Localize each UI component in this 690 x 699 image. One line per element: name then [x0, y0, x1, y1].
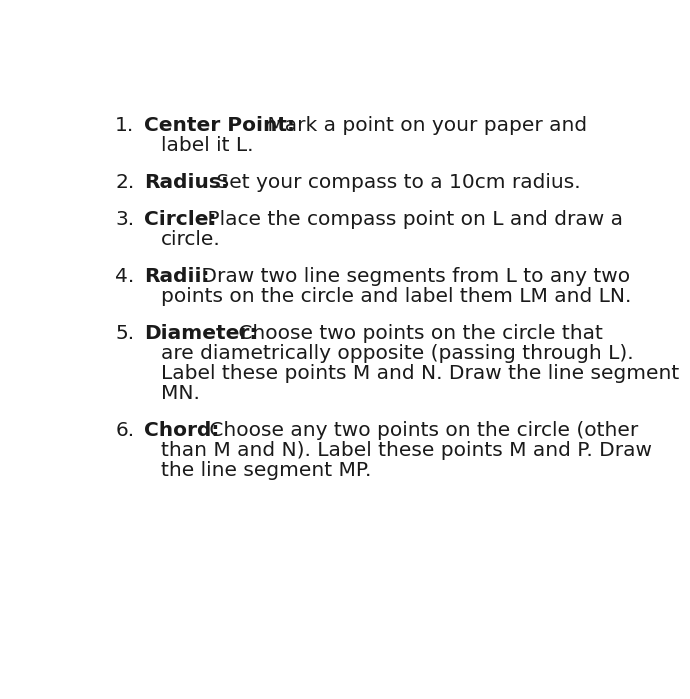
Text: label it L.: label it L. [161, 136, 253, 155]
Text: Choose two points on the circle that: Choose two points on the circle that [233, 324, 603, 343]
Text: Circle:: Circle: [144, 210, 217, 229]
Text: the line segment MP.: the line segment MP. [161, 461, 371, 480]
Text: MN.: MN. [161, 384, 199, 403]
Text: Choose any two points on the circle (other: Choose any two points on the circle (oth… [203, 421, 638, 440]
Text: 1.: 1. [115, 116, 135, 135]
Text: Set your compass to a 10cm radius.: Set your compass to a 10cm radius. [210, 173, 581, 192]
Text: than M and N). Label these points M and P. Draw: than M and N). Label these points M and … [161, 441, 651, 460]
Text: 4.: 4. [115, 267, 135, 286]
Text: 2.: 2. [115, 173, 135, 192]
Text: points on the circle and label them LM and LN.: points on the circle and label them LM a… [161, 287, 631, 306]
Text: Chord:: Chord: [144, 421, 219, 440]
Text: Radius:: Radius: [144, 173, 229, 192]
Text: are diametrically opposite (passing through L).: are diametrically opposite (passing thro… [161, 344, 633, 363]
Text: 3.: 3. [115, 210, 135, 229]
Text: circle.: circle. [161, 230, 220, 249]
Text: Place the compass point on L and draw a: Place the compass point on L and draw a [201, 210, 622, 229]
Text: Label these points M and N. Draw the line segment: Label these points M and N. Draw the lin… [161, 364, 679, 383]
Text: Diameter:: Diameter: [144, 324, 258, 343]
Text: Center Point:: Center Point: [144, 116, 295, 135]
Text: Draw two line segments from L to any two: Draw two line segments from L to any two [195, 267, 630, 286]
Text: Mark a point on your paper and: Mark a point on your paper and [262, 116, 587, 135]
Text: 6.: 6. [115, 421, 135, 440]
Text: Radii:: Radii: [144, 267, 210, 286]
Text: 5.: 5. [115, 324, 135, 343]
